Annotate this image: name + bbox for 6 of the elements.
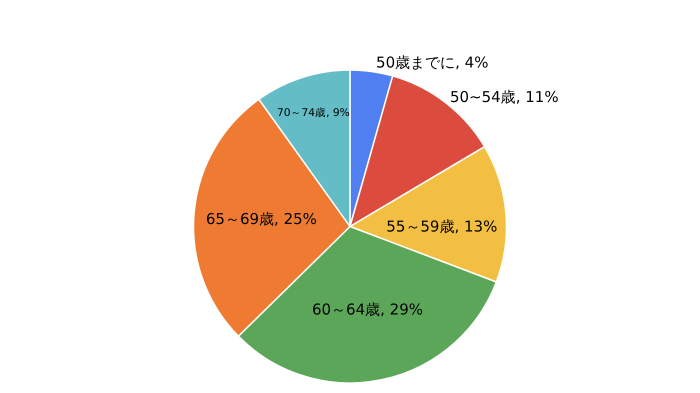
slice-label: 50~54歳, 11% [450,88,559,106]
slice-label: 70～74歳, 9% [276,106,350,119]
slice-label: 50歳までに, 4% [376,54,488,72]
slice-label: 55～59歳, 13% [386,218,498,236]
slice-label: 65～69歳, 25% [206,210,317,228]
slice-label: 60～64歳, 29% [312,300,424,319]
